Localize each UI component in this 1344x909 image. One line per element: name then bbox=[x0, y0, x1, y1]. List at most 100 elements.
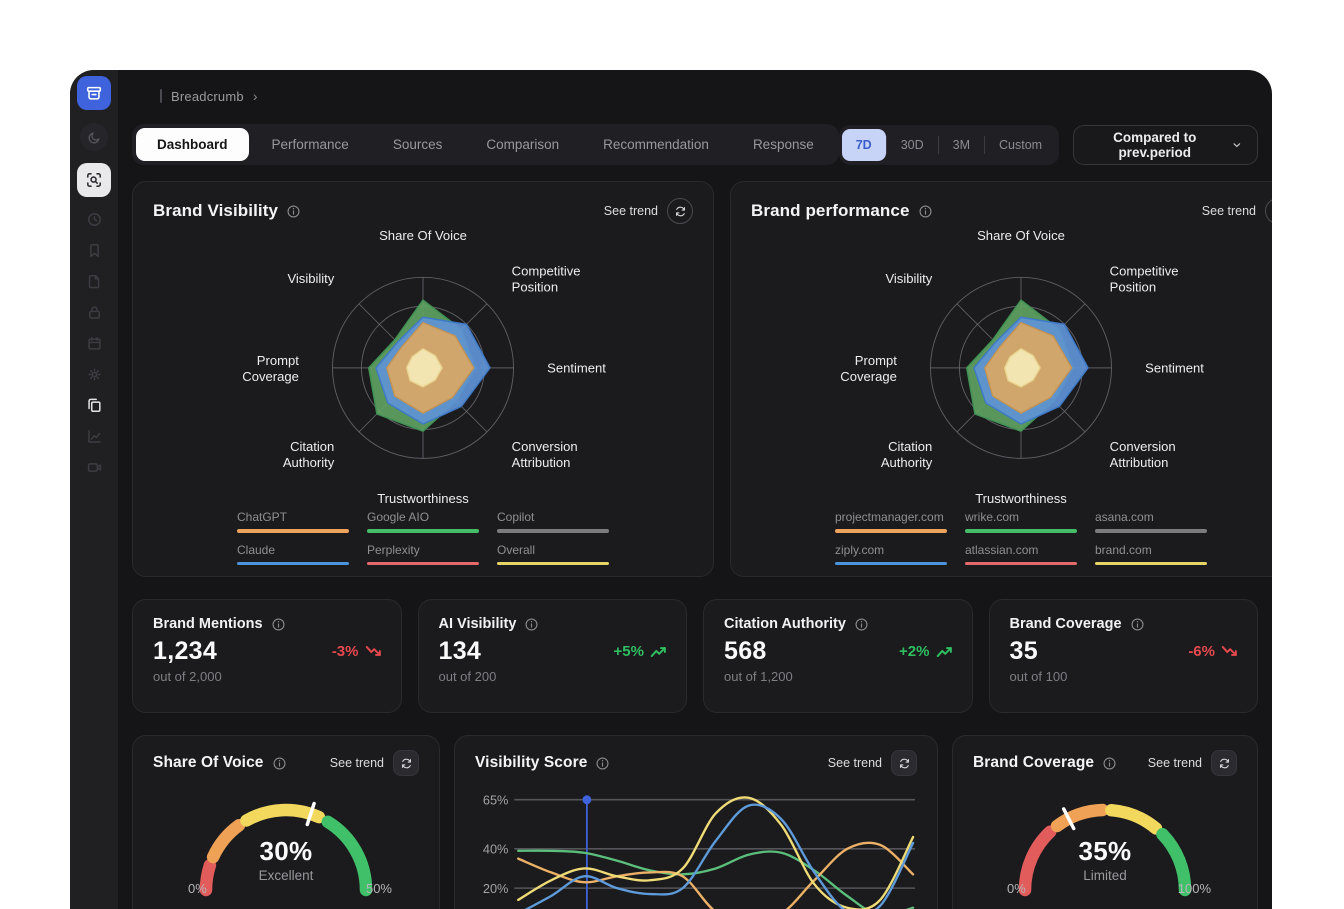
refresh-button[interactable] bbox=[891, 750, 917, 776]
time-range-custom[interactable]: Custom bbox=[985, 129, 1056, 161]
legend-item-chatgpt[interactable]: ChatGPT bbox=[237, 510, 349, 533]
see-trend-label[interactable]: See trend bbox=[329, 756, 384, 770]
brand-performance-card: Brand performance See trend Share Of Voi… bbox=[730, 181, 1272, 577]
kpi-subtitle: out of 100 bbox=[1009, 669, 1068, 684]
refresh-button[interactable] bbox=[1211, 750, 1237, 776]
moon-avatar-icon bbox=[87, 132, 99, 144]
settings-gear-icon bbox=[87, 367, 101, 381]
tab-recommendation[interactable]: Recommendation bbox=[582, 128, 730, 161]
kpi-delta: +2% bbox=[899, 643, 952, 660]
info-icon[interactable] bbox=[272, 756, 287, 771]
info-icon bbox=[1131, 617, 1144, 631]
time-range-30d[interactable]: 30D bbox=[887, 129, 938, 161]
info-icon[interactable] bbox=[286, 204, 301, 219]
refresh-button[interactable] bbox=[1265, 198, 1272, 224]
legend-label: Claude bbox=[237, 542, 276, 557]
info-icon[interactable] bbox=[524, 617, 539, 632]
info-icon bbox=[272, 617, 285, 631]
gauge-max-label: 50% bbox=[365, 881, 392, 896]
kpi-value-row: 35 -6% bbox=[1010, 637, 1238, 666]
legend-item-brand-com[interactable]: brand.com bbox=[1095, 542, 1207, 565]
sidebar-item-copy-pages[interactable] bbox=[85, 396, 103, 414]
svg-text:Share Of Voice: Share Of Voice bbox=[977, 228, 1065, 243]
tab-dashboard[interactable]: Dashboard bbox=[136, 128, 249, 161]
legend-item-atlassian-com[interactable]: atlassian.com bbox=[965, 543, 1077, 565]
breadcrumb[interactable]: Breadcrumb › bbox=[160, 88, 1258, 104]
sidebar-item-scan-search[interactable] bbox=[77, 163, 111, 197]
sidebar-item-history-clock[interactable] bbox=[85, 210, 103, 228]
compare-dropdown[interactable]: Compared to prev.period bbox=[1073, 124, 1258, 165]
time-range-7d[interactable]: 7D bbox=[841, 128, 886, 161]
svg-text:Share Of Voice: Share Of Voice bbox=[379, 228, 467, 243]
legend-item-claude[interactable]: Claude bbox=[237, 542, 349, 565]
legend-item-perplexity[interactable]: Perplexity bbox=[367, 543, 479, 565]
legend-color-bar bbox=[497, 561, 609, 565]
legend-item-overall[interactable]: Overall bbox=[497, 542, 609, 565]
info-icon bbox=[287, 204, 300, 218]
breadcrumb-label[interactable]: Breadcrumb bbox=[171, 88, 244, 104]
kpi-card-ai-visibility: AI Visibility 134 +5% out of 200 bbox=[417, 599, 687, 713]
share-of-voice-card: Share Of Voice See trend 30% Excellent 0… bbox=[132, 735, 440, 909]
tab-performance[interactable]: Performance bbox=[251, 128, 370, 161]
sidebar-item-document[interactable] bbox=[85, 272, 103, 290]
card-title: Share Of Voice bbox=[153, 754, 264, 771]
card-header: Brand Visibility See trend bbox=[153, 198, 693, 224]
legend-color-bar bbox=[237, 529, 349, 533]
time-range-3m[interactable]: 3M bbox=[939, 129, 984, 161]
legend-item-wrike-com[interactable]: wrike.com bbox=[965, 510, 1077, 533]
legend-color-bar bbox=[835, 561, 947, 565]
kpi-header: Citation Authority bbox=[724, 616, 952, 632]
segment-divider bbox=[984, 135, 986, 154]
chevron-right-icon: › bbox=[252, 88, 258, 104]
refresh-button[interactable] bbox=[667, 198, 693, 224]
scan-search-icon bbox=[87, 173, 101, 187]
tab-comparison[interactable]: Comparison bbox=[465, 128, 580, 161]
see-trend-label[interactable]: See trend bbox=[1147, 756, 1202, 770]
see-trend-label[interactable]: See trend bbox=[1201, 204, 1256, 218]
legend-item-copilot[interactable]: Copilot bbox=[497, 510, 609, 533]
sidebar-item-archive-logo[interactable] bbox=[77, 76, 111, 110]
info-icon[interactable] bbox=[918, 204, 933, 219]
legend-color-bar bbox=[367, 529, 479, 533]
sidebar-item-settings-gear[interactable] bbox=[85, 365, 103, 383]
info-icon[interactable] bbox=[271, 617, 286, 632]
sidebar-item-bookmark[interactable] bbox=[85, 241, 103, 259]
legend-item-asana-com[interactable]: asana.com bbox=[1095, 510, 1207, 533]
tab-response[interactable]: Response bbox=[732, 128, 835, 161]
visibility-score-line-chart: 65% 40% 20% bbox=[475, 784, 917, 909]
tab-sources[interactable]: Sources bbox=[372, 128, 464, 161]
info-icon[interactable] bbox=[1102, 756, 1117, 771]
sidebar-item-chart-line[interactable] bbox=[85, 427, 103, 445]
legend-label: ChatGPT bbox=[237, 510, 288, 524]
sidebar-item-moon-avatar[interactable] bbox=[80, 123, 108, 151]
gauge-min-label: 0% bbox=[188, 881, 207, 896]
legend-color-bar bbox=[497, 529, 609, 533]
legend-color-bar bbox=[965, 529, 1077, 533]
info-icon[interactable] bbox=[595, 756, 610, 771]
refresh-icon bbox=[675, 206, 685, 216]
sidebar-item-lock[interactable] bbox=[85, 303, 103, 321]
info-icon bbox=[855, 617, 868, 631]
legend-label: Overall bbox=[497, 542, 536, 557]
see-trend-label[interactable]: See trend bbox=[603, 204, 658, 218]
info-icon[interactable] bbox=[1130, 617, 1145, 632]
see-trend-label[interactable]: See trend bbox=[827, 756, 882, 770]
legend-label: Google AIO bbox=[367, 510, 430, 524]
kpi-value: 134 bbox=[438, 637, 482, 665]
gauge-status: Excellent bbox=[258, 868, 314, 883]
sidebar-item-calendar[interactable] bbox=[85, 334, 103, 352]
legend-item-projectmanager-com[interactable]: projectmanager.com bbox=[835, 510, 947, 533]
legend-label: brand.com bbox=[1095, 542, 1152, 557]
legend-item-ziply-com[interactable]: ziply.com bbox=[835, 543, 947, 565]
refresh-button[interactable] bbox=[393, 750, 419, 776]
kpi-delta-label: -3% bbox=[331, 643, 359, 660]
sidebar-item-video[interactable] bbox=[85, 458, 103, 476]
card-title: Brand Visibility bbox=[153, 201, 279, 220]
kpi-header: Brand Coverage bbox=[1010, 616, 1238, 632]
legend-label: projectmanager.com bbox=[835, 510, 944, 524]
legend-item-google-aio[interactable]: Google AIO bbox=[367, 510, 479, 533]
info-icon[interactable] bbox=[854, 617, 869, 632]
